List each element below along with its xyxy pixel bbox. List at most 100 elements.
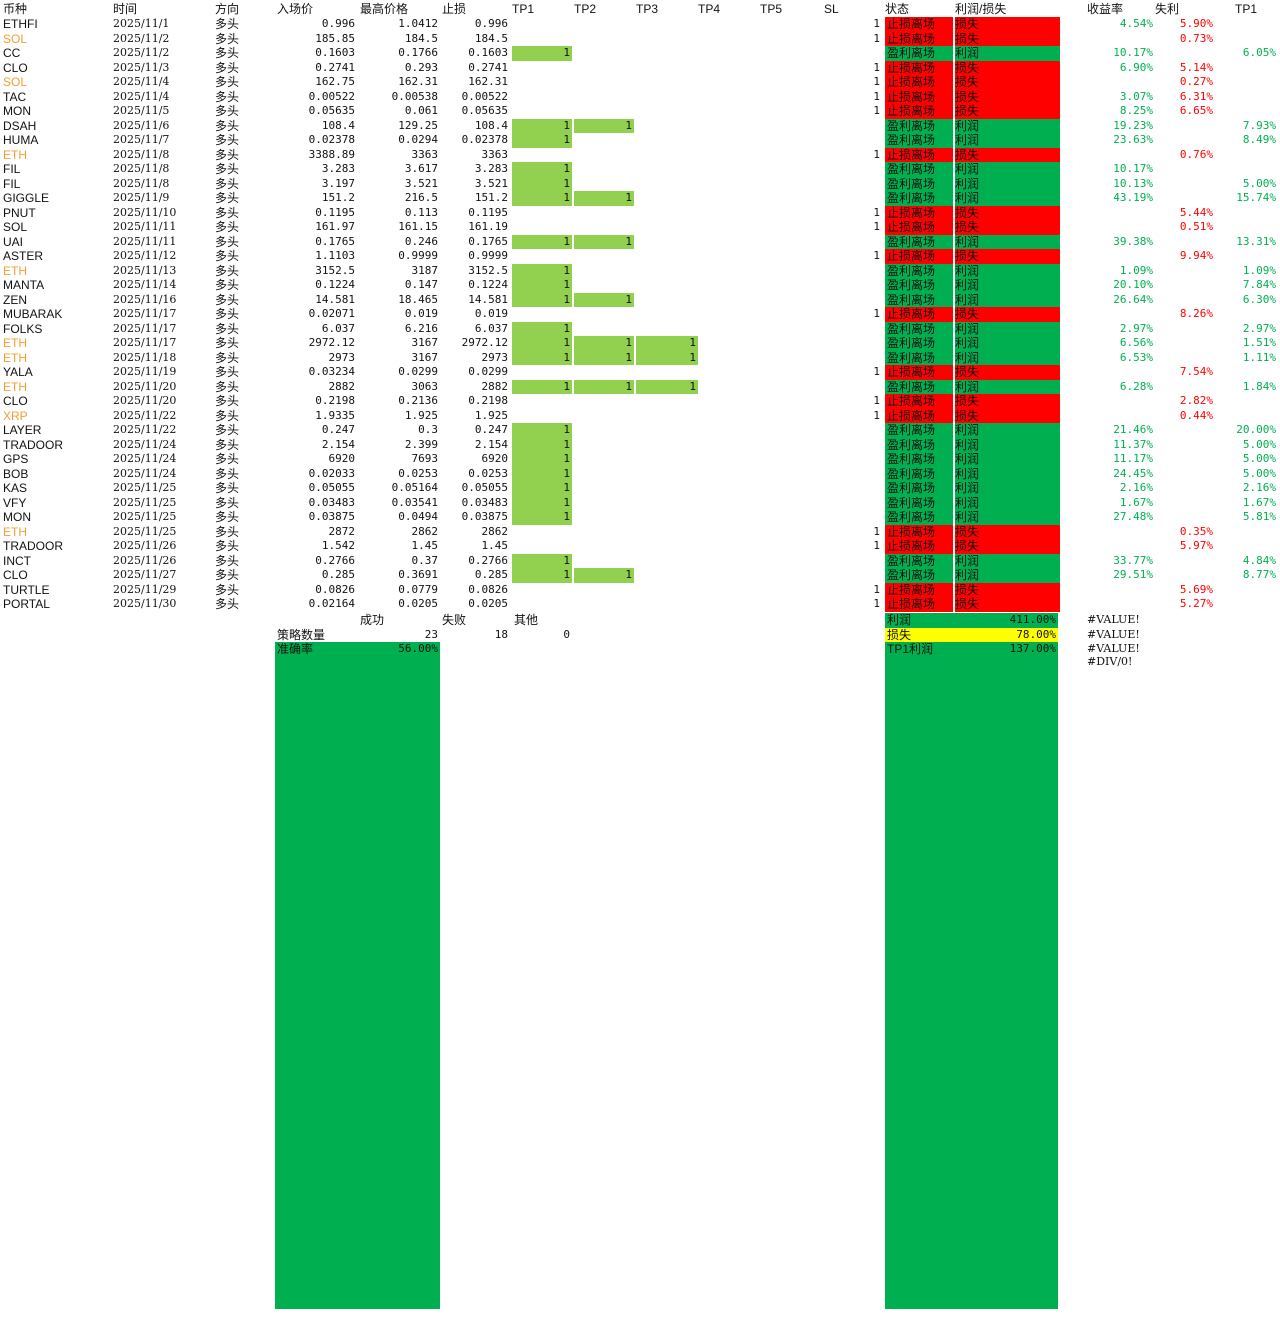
cell-tp2[interactable] [574,597,634,612]
cell-ret[interactable]: 27.48% [1113,510,1153,523]
cell-tp2[interactable] [574,423,634,438]
cell-tp3[interactable] [636,235,698,250]
cell-status[interactable]: 盈利离场 [885,568,953,583]
cell-tp2[interactable] [574,32,634,47]
cell-tp3[interactable]: 1 [636,379,698,394]
cell-high[interactable]: 216.5 [404,191,438,204]
cell-tp1p[interactable]: 5.00% [1242,437,1276,451]
cell-coin[interactable]: ASTER [3,249,44,263]
cell-tp3[interactable] [636,539,698,554]
cell-stop[interactable]: 0.0253 [468,466,508,480]
cell-pl[interactable]: 利润 [955,350,1060,365]
cell-status[interactable]: 盈利离场 [885,46,953,61]
cell-tp2[interactable] [574,438,634,453]
cell-tp2[interactable] [574,467,634,482]
cell-pl[interactable]: 损失 [955,205,1060,220]
cell-tp1[interactable] [512,90,572,105]
cell-high[interactable]: 0.0494 [398,510,438,523]
cell-loss[interactable] [1155,278,1215,293]
cell-loss[interactable] [1155,46,1215,61]
cell-tp1p[interactable] [1215,583,1278,598]
cell-pl[interactable]: 损失 [955,104,1060,119]
cell-tp1p[interactable]: 7.93% [1242,118,1276,132]
cell-ret[interactable]: 33.77% [1113,553,1153,567]
cell-loss[interactable] [1155,510,1215,525]
cell-dir[interactable]: 多头 [215,292,240,307]
cell-sl[interactable]: 1 [873,394,880,407]
cell-tp2[interactable] [574,539,634,554]
cell-stop[interactable]: 6920 [481,452,509,465]
cell-tp2[interactable] [574,61,634,76]
cell-high[interactable]: 18.465 [398,292,438,306]
cell-stop[interactable]: 2882 [481,379,509,393]
cell-entry[interactable]: 0.285 [321,568,355,581]
cell-tp2[interactable] [574,409,634,424]
cell-high[interactable]: 0.3 [418,423,438,436]
cell-pl[interactable]: 利润 [955,553,1060,568]
cell-status[interactable]: 止损离场 [885,31,953,46]
cell-tp1[interactable] [512,409,572,424]
cell-loss[interactable]: 2.82% [1179,394,1213,407]
cell-stop[interactable]: 1.45 [481,539,509,552]
cell-tp2[interactable] [574,75,634,90]
cell-tp3[interactable] [636,554,698,569]
cell-tp3[interactable] [636,133,698,148]
cell-sl[interactable]: 1 [873,220,880,233]
cell-ret[interactable] [1060,525,1155,540]
column-header[interactable]: 时间 [113,2,138,16]
cell-dir[interactable]: 多头 [215,597,240,611]
cell-pl[interactable]: 利润 [955,481,1060,496]
cell-entry[interactable]: 2872 [328,524,356,538]
cell-entry[interactable]: 0.03875 [308,510,355,523]
cell-date[interactable]: 2025/11/22 [113,423,177,436]
cell-tp1p[interactable]: 6.30% [1242,292,1276,306]
cell-ret[interactable]: 23.63% [1113,133,1153,146]
cell-high[interactable]: 0.37 [411,553,439,567]
column-header[interactable]: 币种 [3,2,28,16]
cell-pl[interactable]: 损失 [955,597,1060,612]
cell-tp1[interactable]: 1 [512,292,572,307]
cell-loss[interactable]: 0.35% [1179,524,1213,538]
cell-loss[interactable] [1155,322,1215,337]
cell-sl[interactable]: 1 [873,147,880,161]
cell-ret[interactable]: 10.17% [1113,46,1153,59]
cell-tp1[interactable] [512,597,572,612]
cell-tp3[interactable] [636,510,698,525]
cell-high[interactable]: 0.0294 [398,133,438,146]
cell-stop[interactable]: 0.2741 [468,60,508,74]
cell-stop[interactable]: 2972.12 [461,336,508,349]
cell-coin[interactable]: CLO [3,394,28,408]
cell-dir[interactable]: 多头 [215,249,240,263]
cell-tp1p[interactable]: 4.84% [1242,553,1276,567]
cell-coin[interactable]: FIL [3,176,21,191]
cell-tp1p[interactable]: 8.77% [1242,568,1276,581]
cell-stop[interactable]: 0.1603 [468,46,508,59]
cell-tp3[interactable] [636,220,698,235]
cell-coin[interactable]: ETHFI [3,17,38,31]
cell-high[interactable]: 184.5 [404,31,438,45]
cell-dir[interactable]: 多头 [215,104,240,118]
cell-entry[interactable]: 185.85 [315,31,355,45]
cell-tp2[interactable] [574,394,634,409]
cell-loss[interactable]: 0.51% [1179,220,1213,233]
cell-pl[interactable]: 损失 [955,31,1060,46]
cell-date[interactable]: 2025/11/4 [113,75,170,88]
cell-pl[interactable]: 利润 [955,452,1060,467]
cell-status[interactable]: 盈利离场 [885,278,953,293]
cell-high[interactable]: 3167 [411,350,439,364]
cell-ret[interactable]: 8.25% [1119,104,1153,117]
cell-tp2[interactable]: 1 [574,118,634,133]
cell-coin[interactable]: FIL [3,162,21,176]
cell-stop[interactable]: 3.521 [474,176,508,190]
cell-loss[interactable] [1155,264,1215,279]
cell-status[interactable]: 盈利离场 [885,481,953,496]
cell-tp1p[interactable]: 1.51% [1242,336,1276,349]
cell-tp1[interactable] [512,539,572,554]
cell-pl[interactable]: 利润 [955,437,1060,452]
cell-loss[interactable]: 5.69% [1179,582,1213,596]
cell-pl[interactable]: 损失 [955,365,1060,380]
cell-dir[interactable]: 多头 [215,278,240,292]
cell-tp1p[interactable]: 5.81% [1242,510,1276,523]
cell-entry[interactable]: 0.996 [321,17,355,30]
cell-tp3[interactable] [636,394,698,409]
